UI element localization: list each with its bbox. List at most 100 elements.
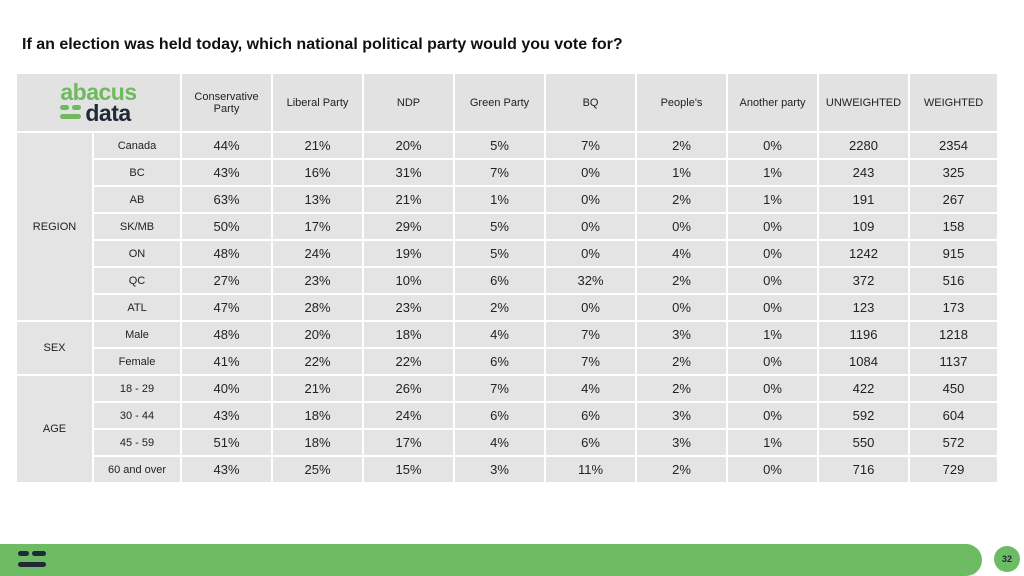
- table-cell: 1084: [817, 347, 911, 376]
- table-cell: 450: [908, 374, 1000, 403]
- table-cell: 2%: [635, 185, 729, 214]
- table-cell: 40%: [180, 374, 274, 403]
- column-header: Liberal Party: [271, 72, 365, 133]
- table-cell: 44%: [180, 131, 274, 160]
- table-row: BC 43% 16% 31% 7% 0% 1% 1% 243 325: [16, 158, 1000, 187]
- table-cell: 48%: [180, 239, 274, 268]
- table-cell: 325: [908, 158, 1000, 187]
- table-cell: 123: [817, 293, 911, 322]
- table-cell: 173: [908, 293, 1000, 322]
- logo-word-abacus: abacus: [60, 78, 137, 105]
- table-cell: 13%: [271, 185, 365, 214]
- table-cell: 6%: [544, 428, 638, 457]
- column-header: Green Party: [453, 72, 547, 133]
- table-cell: 4%: [635, 239, 729, 268]
- table-cell: 0%: [726, 401, 820, 430]
- table-cell: 0%: [544, 212, 638, 241]
- table-cell: 17%: [362, 428, 456, 457]
- row-label: QC: [91, 266, 183, 295]
- table-cell: 20%: [271, 320, 365, 349]
- table-cell: 24%: [362, 401, 456, 430]
- column-header: People's: [635, 72, 729, 133]
- table-cell: 2354: [908, 131, 1000, 160]
- table-cell: 10%: [362, 266, 456, 295]
- table-cell: 0%: [544, 185, 638, 214]
- table-cell: 3%: [635, 428, 729, 457]
- table-row: 30 - 44 43% 18% 24% 6% 6% 3% 0% 592 604: [16, 401, 1000, 430]
- table-cell: 0%: [726, 239, 820, 268]
- table-cell: 18%: [362, 320, 456, 349]
- results-table: abacus data Conservative Party Liberal Pa…: [14, 72, 1000, 484]
- table-cell: 550: [817, 428, 911, 457]
- row-label: Female: [91, 347, 183, 376]
- table-cell: 7%: [453, 374, 547, 403]
- table-row: QC 27% 23% 10% 6% 32% 2% 0% 372 516: [16, 266, 1000, 295]
- table-row: 45 - 59 51% 18% 17% 4% 6% 3% 1% 550 572: [16, 428, 1000, 457]
- table-row: SEX Male 48% 20% 18% 4% 7% 3% 1% 1196 1218: [15, 320, 1000, 376]
- column-header: Another party: [726, 72, 820, 133]
- table-cell: 1%: [726, 320, 820, 349]
- table-cell: 18%: [271, 428, 365, 457]
- table-cell: 7%: [544, 320, 638, 349]
- table-cell: 23%: [271, 266, 365, 295]
- table-cell: 729: [908, 455, 1000, 484]
- logo-word-data: data: [85, 99, 131, 126]
- footer-logo-icon: [18, 549, 50, 571]
- page-number: 32: [994, 546, 1020, 572]
- row-label: AB: [91, 185, 183, 214]
- table-cell: 26%: [362, 374, 456, 403]
- row-label: 18 - 29: [91, 374, 183, 403]
- table-cell: 24%: [271, 239, 365, 268]
- table-cell: 2%: [453, 293, 547, 322]
- table-cell: 6%: [453, 347, 547, 376]
- table-cell: 20%: [362, 131, 456, 160]
- table-cell: 43%: [180, 158, 274, 187]
- table-cell: 7%: [544, 131, 638, 160]
- table-cell: 47%: [180, 293, 274, 322]
- table-row: AB 63% 13% 21% 1% 0% 2% 1% 191 267: [16, 185, 1000, 214]
- table-cell: 572: [908, 428, 1000, 457]
- table-cell: 158: [908, 212, 1000, 241]
- table-cell: 3%: [635, 320, 729, 349]
- table-cell: 0%: [726, 131, 820, 160]
- table-cell: 51%: [180, 428, 274, 457]
- table-cell: 915: [908, 239, 1000, 268]
- table-cell: 0%: [544, 293, 638, 322]
- table-cell: 5%: [453, 131, 547, 160]
- row-label: Male: [91, 320, 183, 349]
- column-header: Conservative Party: [180, 72, 274, 133]
- table-cell: 109: [817, 212, 911, 241]
- table-cell: 2%: [635, 131, 729, 160]
- table-cell: 1%: [726, 428, 820, 457]
- table-cell: 43%: [180, 455, 274, 484]
- table-cell: 604: [908, 401, 1000, 430]
- logo-cell: abacus data: [14, 72, 183, 133]
- table-cell: 0%: [726, 266, 820, 295]
- table-cell: 4%: [453, 320, 547, 349]
- table-header-row: abacus data Conservative Party Liberal Pa…: [14, 72, 1000, 133]
- table-cell: 17%: [271, 212, 365, 241]
- table-cell: 2%: [635, 347, 729, 376]
- table-cell: 1%: [726, 158, 820, 187]
- footer-bar: [0, 544, 982, 576]
- group-label: AGE: [15, 374, 94, 484]
- table-cell: 25%: [271, 455, 365, 484]
- table-cell: 19%: [362, 239, 456, 268]
- table-cell: 22%: [362, 347, 456, 376]
- table-cell: 21%: [362, 185, 456, 214]
- table-row: ON 48% 24% 19% 5% 0% 4% 0% 1242 915: [16, 239, 1000, 268]
- table-cell: 0%: [635, 212, 729, 241]
- row-label: SK/MB: [91, 212, 183, 241]
- table-cell: 28%: [271, 293, 365, 322]
- table-cell: 31%: [362, 158, 456, 187]
- table-cell: 0%: [726, 293, 820, 322]
- table-cell: 7%: [544, 347, 638, 376]
- table-cell: 592: [817, 401, 911, 430]
- table-row: REGION Canada 44% 21% 20% 5% 7% 2% 0% 2280 2354: [15, 131, 1000, 322]
- table-cell: 27%: [180, 266, 274, 295]
- table-cell: 6%: [544, 401, 638, 430]
- table-cell: 21%: [271, 374, 365, 403]
- table-cell: 6%: [453, 266, 547, 295]
- table-cell: 63%: [180, 185, 274, 214]
- column-header: NDP: [362, 72, 456, 133]
